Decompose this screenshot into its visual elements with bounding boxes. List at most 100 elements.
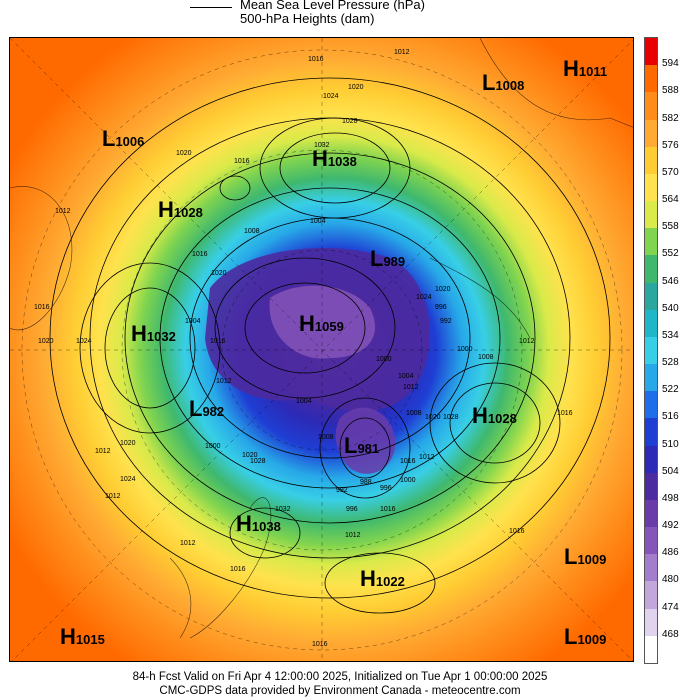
isobar-label: 1008 [478, 354, 494, 361]
colorbar-tick-label: 510 [662, 438, 679, 450]
colorbar-segment [645, 418, 657, 447]
low-pressure-label: L1006 [102, 126, 145, 151]
high-pressure-label: H1028 [158, 197, 203, 222]
isobar-label: 1016 [234, 158, 250, 165]
isobar-label: 1020 [176, 150, 192, 157]
isobar-label: 1012 [180, 540, 196, 547]
isobar-label: 1020 [348, 84, 364, 91]
isobar-label: 1016 [380, 506, 396, 513]
colorbar-tick-label: 540 [662, 302, 679, 314]
isobar-label: 1024 [323, 93, 339, 100]
isobar-label: 1016 [230, 566, 246, 573]
low-pressure-label: L1009 [564, 624, 607, 649]
isobar-label: 1008 [318, 434, 334, 441]
low-pressure-label: L982 [189, 396, 225, 421]
colorbar-segment [645, 581, 657, 610]
colorbar-tick-label: 564 [662, 194, 679, 206]
mslp-line-sample [190, 7, 232, 8]
isobar-label: 1020 [425, 414, 441, 421]
colorbar-tick-label: 492 [662, 520, 679, 532]
isobar-label: 1024 [416, 294, 432, 301]
colorbar-tick-label: 480 [662, 574, 679, 586]
isobar-label: 1020 [120, 440, 136, 447]
colorbar-segment [645, 554, 657, 582]
colorbar-tick-label: 498 [662, 492, 679, 504]
isobar-label: 1012 [419, 454, 435, 461]
mslp-legend-label: Mean Sea Level Pressure (hPa) [240, 0, 425, 12]
chart-legend: Mean Sea Level Pressure (hPa) 500-hPa He… [0, 0, 680, 36]
height-colorbar [644, 37, 658, 664]
high-pressure-label: H1059 [299, 311, 344, 336]
colorbar-segment [645, 255, 657, 284]
colorbar-tick-label: 582 [662, 112, 679, 124]
isobar-label: 1016 [308, 56, 324, 63]
isobar-label: 1008 [406, 410, 422, 417]
isobar-label: 1000 [205, 443, 221, 450]
isobar-label: 1016 [557, 410, 573, 417]
isobar-label: 1004 [398, 373, 414, 380]
high-pressure-label: H1032 [131, 321, 176, 346]
isobar-label: 1020 [211, 270, 227, 277]
colorbar-segment [645, 527, 657, 555]
isobar-label: 1016 [34, 304, 50, 311]
colorbar-segment [645, 38, 657, 66]
colorbar-tick-label: 522 [662, 384, 679, 396]
isobar-label: 1012 [403, 384, 419, 391]
colorbar-segment [645, 309, 657, 338]
colorbar-segment [645, 228, 657, 256]
colorbar-segment [645, 445, 657, 474]
isobar-label: 1016 [400, 458, 416, 465]
colorbar-tick-label: 558 [662, 221, 679, 233]
isobar-label: 1016 [210, 338, 226, 345]
colorbar-segment [645, 472, 657, 501]
low-pressure-label: L989 [370, 246, 406, 271]
colorbar-segment [645, 608, 657, 637]
isobar-label: 1016 [192, 251, 208, 258]
isobar-label: 1012 [55, 208, 71, 215]
isobar-label: 1012 [394, 49, 410, 56]
colorbar-segment [645, 391, 657, 419]
isobar-label: 1020 [242, 452, 258, 459]
data-credit-line: CMC-GDPS data provided by Environment Ca… [159, 685, 521, 697]
colorbar-tick-label: 504 [662, 465, 679, 477]
colorbar-tick-label: 570 [662, 166, 679, 178]
colorbar-tick-label: 486 [662, 547, 679, 559]
colorbar-segment [645, 146, 657, 175]
isobar-label: 1028 [342, 118, 358, 125]
isobar-label: 988 [360, 479, 372, 486]
colorbar-tick-label: 474 [662, 601, 679, 613]
isobar-label: 1028 [443, 414, 459, 421]
colorbar-segment [645, 201, 657, 229]
isobar-label: 992 [440, 318, 452, 325]
isobar-label: 1024 [76, 338, 92, 345]
colorbar-segment [645, 119, 657, 148]
colorbar-segment [645, 282, 657, 311]
low-pressure-label: L981 [344, 433, 380, 458]
colorbar-segment [645, 92, 657, 121]
low-pressure-label: L1009 [564, 544, 607, 569]
colorbar-tick-label: 552 [662, 248, 679, 260]
colorbar-segment [645, 635, 657, 664]
colorbar-segment [645, 65, 657, 93]
isobar-label: 1004 [185, 318, 201, 325]
high-pressure-label: H1038 [236, 511, 281, 536]
polar-map: L1006 H1038 L1008 H1011 H1028 L989 H1032… [9, 37, 634, 662]
colorbar-tick-label: 468 [662, 628, 679, 640]
high-pressure-label: H1028 [472, 403, 517, 428]
isobar-label: 996 [380, 485, 392, 492]
isobar-label: 1004 [296, 398, 312, 405]
colorbar-tick-label: 546 [662, 275, 679, 287]
colorbar-tick-label: 516 [662, 411, 679, 423]
isobar-label: 1000 [400, 477, 416, 484]
isobar-label: 1032 [314, 142, 330, 149]
high-pressure-label: H1015 [60, 624, 105, 649]
isobar-label: 1000 [457, 346, 473, 353]
isobar-label: 1012 [216, 378, 232, 385]
colorbar-segment [645, 336, 657, 365]
isobar-label: 1004 [310, 218, 326, 225]
forecast-valid-line: 84-h Fcst Valid on Fri Apr 4 12:00:00 20… [132, 671, 548, 683]
isobar-label: 1000 [376, 356, 392, 363]
low-pressure-label: L1008 [482, 70, 525, 95]
isobar-label: 1012 [95, 448, 111, 455]
isobar-label: 1008 [244, 228, 260, 235]
